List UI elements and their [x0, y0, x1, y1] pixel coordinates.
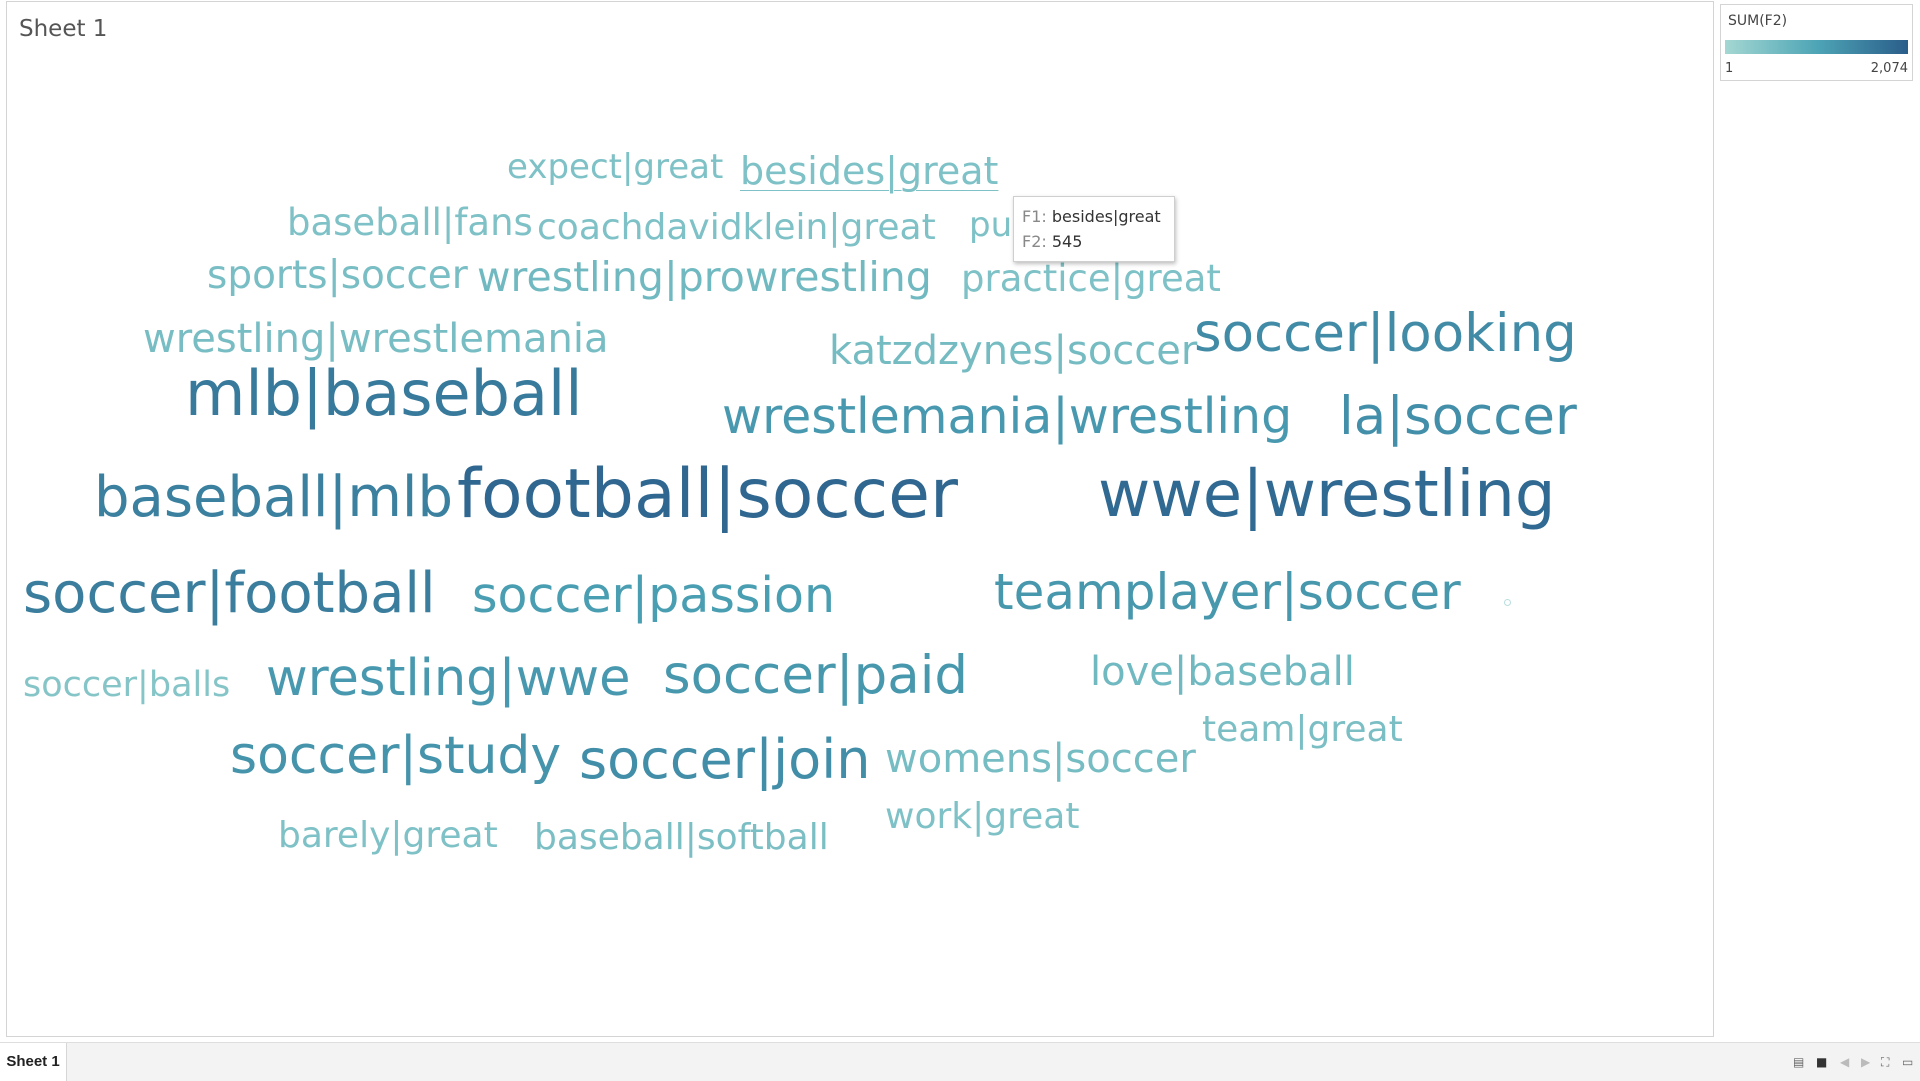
word-cloud[interactable]: expect|greatbesides|greatput|greatbaseba… [7, 2, 1713, 1036]
word-love-baseball[interactable]: love|baseball [1090, 649, 1355, 695]
word-soccer-paid[interactable]: soccer|paid [663, 645, 969, 706]
word-besides-great[interactable]: besides|great [740, 149, 999, 193]
next-sheet-icon[interactable]: ▶ [1861, 1055, 1871, 1069]
word-practice-great[interactable]: practice|great [961, 257, 1221, 300]
word-expect-great[interactable]: expect|great [507, 147, 724, 187]
word-barely-great[interactable]: barely|great [278, 815, 498, 856]
word-work-great[interactable]: work|great [885, 796, 1080, 837]
color-legend[interactable]: SUM(F2) 1 2,074 [1720, 4, 1913, 81]
word-wrestling-prowrestling[interactable]: wrestling|prowrestling [477, 253, 932, 301]
legend-max-label: 2,074 [1870, 61, 1908, 76]
word-soccer-football[interactable]: soccer|football [23, 561, 436, 626]
legend-gradient-bar [1725, 40, 1908, 54]
fullscreen-icon[interactable]: ⛶ [1881, 1055, 1890, 1069]
tooltip: F1: besides|great F2: 545 [1013, 196, 1175, 262]
word-football-soccer[interactable]: football|soccer [457, 455, 958, 534]
word-coachdavidklein-great[interactable]: coachdavidklein|great [537, 207, 936, 248]
word-mlb-baseball[interactable]: mlb|baseball [185, 357, 583, 430]
viz-area[interactable]: Sheet 1 expect|greatbesides|greatput|gre… [6, 1, 1714, 1037]
word-soccer-study[interactable]: soccer|study [230, 726, 562, 786]
word-soccer-passion[interactable]: soccer|passion [472, 567, 836, 624]
word-baseball-fans[interactable]: baseball|fans [287, 201, 533, 244]
prev-sheet-icon[interactable]: ◀ [1840, 1055, 1850, 1069]
tooltip-f1-key: F1: [1022, 207, 1047, 226]
sheet-tab-bar: Sheet 1 ▤ ■ ◀ ▶ ⛶ ▭ [0, 1042, 1920, 1081]
word-la-soccer[interactable]: la|soccer [1339, 386, 1577, 447]
legend-min-label: 1 [1725, 61, 1734, 76]
word-wwe-wrestling[interactable]: wwe|wrestling [1098, 458, 1556, 532]
presentation-mode-icon[interactable]: ▭ [1902, 1055, 1914, 1069]
word-soccer-balls[interactable]: soccer|balls [23, 665, 231, 705]
word-wrestlemania-wrestling[interactable]: wrestlemania|wrestling [722, 388, 1293, 445]
grid-view-icon[interactable]: ▤ [1793, 1055, 1805, 1069]
tooltip-f2-value: 545 [1051, 232, 1083, 251]
tiny-mark [1504, 599, 1511, 606]
tooltip-f2-key: F2: [1022, 232, 1047, 251]
tooltip-f1-value: besides|great [1051, 207, 1161, 226]
word-team-great[interactable]: team|great [1202, 709, 1403, 750]
word-wrestling-wwe[interactable]: wrestling|wwe [266, 649, 631, 708]
word-soccer-looking[interactable]: soccer|looking [1194, 303, 1577, 364]
word-wrestling-wrestlemania[interactable]: wrestling|wrestlemania [143, 316, 609, 362]
word-teamplayer-soccer[interactable]: teamplayer|soccer [994, 563, 1461, 621]
sheet-title: Sheet 1 [19, 16, 108, 42]
word-katzdzynes-soccer[interactable]: katzdzynes|soccer [829, 328, 1198, 374]
word-womens-soccer[interactable]: womens|soccer [885, 736, 1196, 782]
filmstrip-view-icon[interactable]: ■ [1816, 1055, 1828, 1069]
legend-title: SUM(F2) [1728, 13, 1788, 29]
word-baseball-softball[interactable]: baseball|softball [534, 817, 829, 858]
tab-sheet-1[interactable]: Sheet 1 [0, 1043, 67, 1081]
word-baseball-mlb[interactable]: baseball|mlb [94, 465, 453, 530]
word-soccer-join[interactable]: soccer|join [579, 728, 871, 791]
word-sports-soccer[interactable]: sports|soccer [207, 253, 468, 298]
